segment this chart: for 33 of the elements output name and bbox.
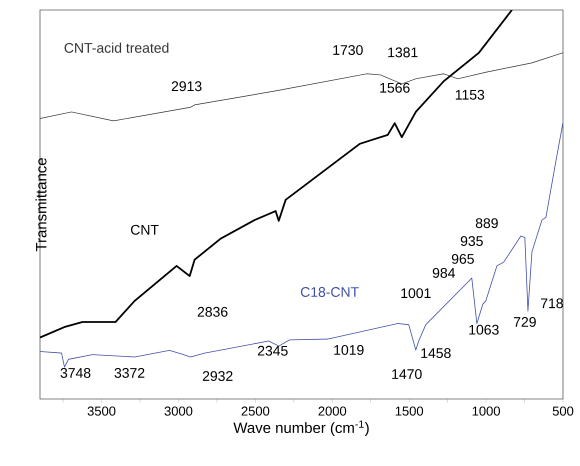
annotation: 1458	[421, 348, 451, 358]
text: C18-CNT	[300, 287, 359, 297]
annotation: 1019	[334, 345, 364, 355]
annotation: 3372	[114, 368, 144, 378]
x-tick-label: 1500	[396, 406, 424, 416]
annotation: 2836	[198, 306, 228, 317]
x-tick-label: 2000	[318, 406, 346, 416]
text: CNT	[130, 224, 159, 235]
annotation: 2345	[258, 346, 288, 356]
x-tick-label: 500	[552, 406, 574, 416]
x-tick-label: 2500	[242, 406, 270, 416]
annotation: 1566	[380, 82, 410, 93]
annotation: 1063	[469, 324, 499, 335]
annotation: 965	[452, 254, 474, 264]
annotation: 1153	[456, 90, 484, 100]
annotation: 1730	[333, 45, 363, 55]
annotation: 1001	[401, 288, 431, 298]
annotation: 935	[460, 236, 483, 246]
annotation: 2913	[172, 81, 202, 92]
annotation: 729	[514, 317, 536, 327]
annotation: 718	[541, 298, 563, 308]
annotation: 1381	[388, 47, 418, 58]
x-tick-label: 3000	[164, 406, 192, 416]
text: CNT-acid treated	[64, 42, 168, 53]
annotation: 984	[432, 268, 456, 278]
x-tick-label: 1000	[472, 406, 500, 416]
x-tick-label: 3500	[88, 406, 116, 416]
y-axis-title: Transmittance	[36, 158, 46, 252]
annotation: 3748	[60, 368, 90, 378]
x-axis-title: Wave number (cm$^{-1}$)	[233, 420, 369, 436]
annotation: 2932	[202, 371, 232, 381]
annotation: 889	[476, 218, 498, 228]
annotation: 1470	[392, 369, 422, 380]
